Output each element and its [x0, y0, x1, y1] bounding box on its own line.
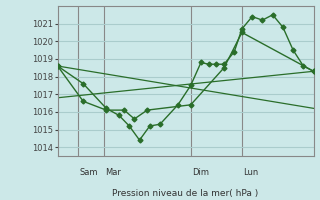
Text: Mar: Mar — [105, 168, 121, 177]
Text: Dim: Dim — [192, 168, 209, 177]
Text: Lun: Lun — [243, 168, 259, 177]
Text: Sam: Sam — [79, 168, 98, 177]
Text: Pression niveau de la mer( hPa ): Pression niveau de la mer( hPa ) — [112, 189, 259, 198]
